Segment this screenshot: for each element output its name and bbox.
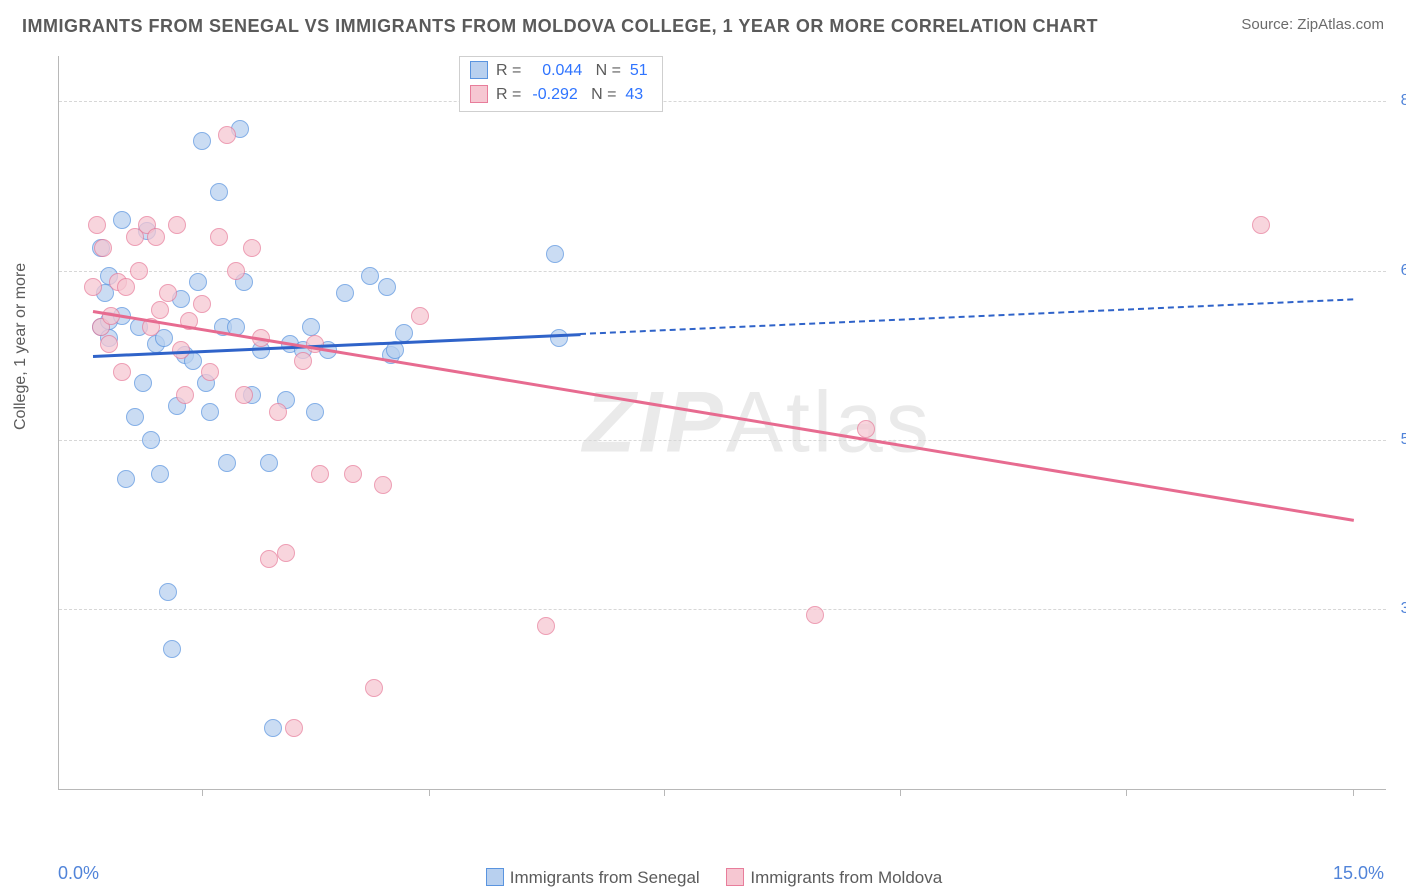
legend-swatch	[726, 868, 744, 886]
data-point	[210, 183, 228, 201]
legend-row: R = -0.292 N = 43	[470, 83, 648, 107]
data-point	[336, 284, 354, 302]
data-point	[546, 245, 564, 263]
x-tick	[1353, 789, 1354, 796]
data-point	[395, 324, 413, 342]
gridline	[59, 440, 1386, 441]
data-point	[176, 386, 194, 404]
x-tick	[1126, 789, 1127, 796]
data-point	[130, 262, 148, 280]
data-point	[94, 239, 112, 257]
data-point	[311, 465, 329, 483]
data-point	[126, 408, 144, 426]
y-tick-label: 35.0%	[1401, 600, 1406, 618]
data-point	[264, 719, 282, 737]
data-point	[277, 544, 295, 562]
data-point	[201, 403, 219, 421]
data-point	[302, 318, 320, 336]
data-point	[306, 403, 324, 421]
data-point	[151, 465, 169, 483]
data-point	[1252, 216, 1270, 234]
y-tick-label: 80.0%	[1401, 92, 1406, 110]
data-point	[227, 262, 245, 280]
data-point	[159, 284, 177, 302]
data-point	[260, 550, 278, 568]
legend-label: Immigrants from Moldova	[750, 868, 942, 887]
legend-row: R = 0.044 N = 51	[470, 59, 648, 83]
data-point	[218, 126, 236, 144]
data-point	[189, 273, 207, 291]
data-point	[806, 606, 824, 624]
data-point	[193, 132, 211, 150]
data-point	[168, 216, 186, 234]
data-point	[117, 278, 135, 296]
source-label: Source: ZipAtlas.com	[1241, 16, 1384, 33]
data-point	[374, 476, 392, 494]
data-point	[550, 329, 568, 347]
data-point	[260, 454, 278, 472]
data-point	[294, 352, 312, 370]
data-point	[210, 228, 228, 246]
y-axis-label: College, 1 year or more	[12, 263, 30, 430]
data-point	[151, 301, 169, 319]
y-tick-label: 65.0%	[1401, 262, 1406, 280]
data-point	[100, 335, 118, 353]
data-point	[365, 679, 383, 697]
data-point	[361, 267, 379, 285]
data-point	[243, 239, 261, 257]
legend-label: Immigrants from Senegal	[510, 868, 700, 887]
data-point	[117, 470, 135, 488]
gridline	[59, 271, 1386, 272]
x-tick	[664, 789, 665, 796]
data-point	[113, 211, 131, 229]
scatter-chart: R = 0.044 N = 51 R = -0.292 N = 43 ZIPAt…	[58, 56, 1386, 790]
data-point	[857, 420, 875, 438]
gridline	[59, 609, 1386, 610]
correlation-legend: R = 0.044 N = 51 R = -0.292 N = 43	[459, 56, 663, 112]
data-point	[159, 583, 177, 601]
legend-swatch	[470, 85, 488, 103]
data-point	[411, 307, 429, 325]
data-point	[84, 278, 102, 296]
legend-swatch	[470, 61, 488, 79]
x-tick	[202, 789, 203, 796]
data-point	[218, 454, 236, 472]
data-point	[378, 278, 396, 296]
data-point	[113, 363, 131, 381]
series-legend: Immigrants from Senegal Immigrants from …	[0, 868, 1406, 888]
y-tick-label: 50.0%	[1401, 431, 1406, 449]
data-point	[285, 719, 303, 737]
data-point	[88, 216, 106, 234]
data-point	[172, 341, 190, 359]
data-point	[537, 617, 555, 635]
data-point	[269, 403, 287, 421]
data-point	[142, 431, 160, 449]
gridline	[59, 101, 1386, 102]
data-point	[147, 228, 165, 246]
x-tick	[900, 789, 901, 796]
chart-header: IMMIGRANTS FROM SENEGAL VS IMMIGRANTS FR…	[0, 0, 1406, 43]
data-point	[193, 295, 211, 313]
trend-line	[580, 299, 1353, 336]
x-tick	[429, 789, 430, 796]
data-point	[235, 386, 253, 404]
chart-title: IMMIGRANTS FROM SENEGAL VS IMMIGRANTS FR…	[22, 16, 1098, 37]
legend-swatch	[486, 868, 504, 886]
data-point	[344, 465, 362, 483]
data-point	[201, 363, 219, 381]
data-point	[163, 640, 181, 658]
source-link[interactable]: ZipAtlas.com	[1297, 16, 1384, 33]
data-point	[134, 374, 152, 392]
